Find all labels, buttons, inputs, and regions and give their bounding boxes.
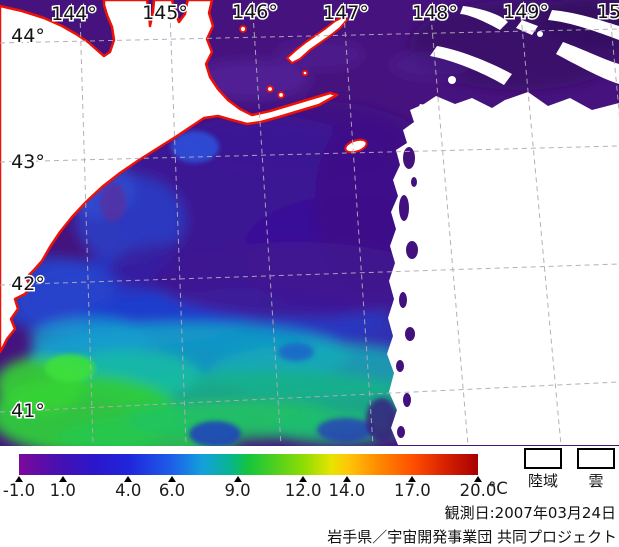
lon-label-146: 146° [232, 1, 278, 23]
colorbar-tick-marker [233, 476, 242, 482]
grid-line-lat-43 [0, 145, 619, 163]
grid-line-lat-42 [0, 263, 619, 286]
colorbar-tick-marker [58, 476, 67, 482]
graticule-labels: 144° 145° 146° 147° 148° 149° 15 44° 43°… [10, 0, 619, 424]
islet [277, 91, 285, 99]
colorbar-tick-marker [124, 476, 133, 482]
land-hokkaido [0, 0, 339, 354]
cloud-streak [548, 10, 619, 40]
cloud-patch [448, 76, 456, 84]
legend-land-swatch [524, 448, 562, 469]
islet [266, 85, 274, 93]
colorbar-gradient [19, 454, 478, 475]
lon-label-144: 144° [51, 3, 97, 25]
grid-line-lat-41 [0, 381, 619, 413]
colorbar-tick-marker [474, 476, 482, 482]
legend-land-label: 陸域 [527, 472, 558, 490]
grid-line-lat-44 [0, 28, 619, 44]
lat-label-42: 42° [11, 273, 45, 295]
lat-label-43: 43° [11, 151, 45, 173]
islet [301, 69, 309, 77]
legend-cloud-swatch [577, 448, 615, 469]
cloud-patch [475, 59, 481, 65]
colorbar-tick-marker [15, 476, 23, 482]
grid-line-lon-149 [520, 15, 562, 446]
colorbar-tick-label: 14.0 [328, 481, 366, 500]
legend-cloud-label: 雲 [588, 472, 604, 490]
cloud-patch [537, 31, 543, 37]
lon-label-150: 15 [597, 1, 619, 23]
colorbar-tick-label: 1.0 [49, 481, 76, 500]
cloud-streak [460, 6, 508, 30]
cloud-streak [414, 104, 502, 140]
island-kunashiri [286, 16, 348, 64]
lon-label-147: 147° [323, 2, 369, 24]
colorbar-tick-marker [167, 476, 176, 482]
islet [239, 25, 247, 33]
colorbar-tick-label: -1.0 [2, 481, 36, 500]
lat-label-41: 41° [11, 400, 45, 422]
colorbar-tick-label: 4.0 [115, 481, 142, 500]
cloud-streak [430, 46, 512, 85]
colorbar-tick-label: 9.0 [224, 481, 251, 500]
colorbar-tick-label: 12.0 [284, 481, 322, 500]
colorbar-tick-label: 6.0 [158, 481, 186, 500]
colorbar-tick-marker [408, 476, 417, 482]
grid-line-lon-150 [609, 13, 619, 117]
graticule [0, 13, 619, 446]
lon-label-148: 148° [412, 2, 458, 24]
credit-line: 岩手県／宇宙開発事業団 共同プロジェクト [327, 528, 617, 546]
cloud-main-mass [387, 92, 619, 445]
colorbar-tick-label: 17.0 [394, 481, 431, 500]
colorbar-tick-marker [299, 476, 308, 482]
colorbar-unit: °C [488, 479, 508, 498]
island-shikotan [344, 138, 368, 154]
lon-label-149: 149° [503, 1, 549, 23]
lat-label-44: 44° [11, 25, 45, 47]
land-mask [0, 0, 368, 354]
sea-temperature-details [45, 131, 398, 446]
cloud-edge-gaps [396, 147, 418, 438]
colorbar-ticks: -1.0 1.0 4.0 6.0 9.0 12.0 14.0 17.0 20.0 [3, 475, 496, 501]
sst-map-canvas: 144° 145° 146° 147° 148° 149° 15 44° 43°… [0, 0, 619, 446]
colorbar-tick-label: 20.0 [459, 481, 497, 500]
lon-label-145: 145° [142, 2, 188, 24]
colorbar-tick-marker [342, 476, 351, 482]
observation-date: 観測日:2007年03月24日 [444, 504, 616, 522]
cloud-streak [556, 42, 619, 84]
